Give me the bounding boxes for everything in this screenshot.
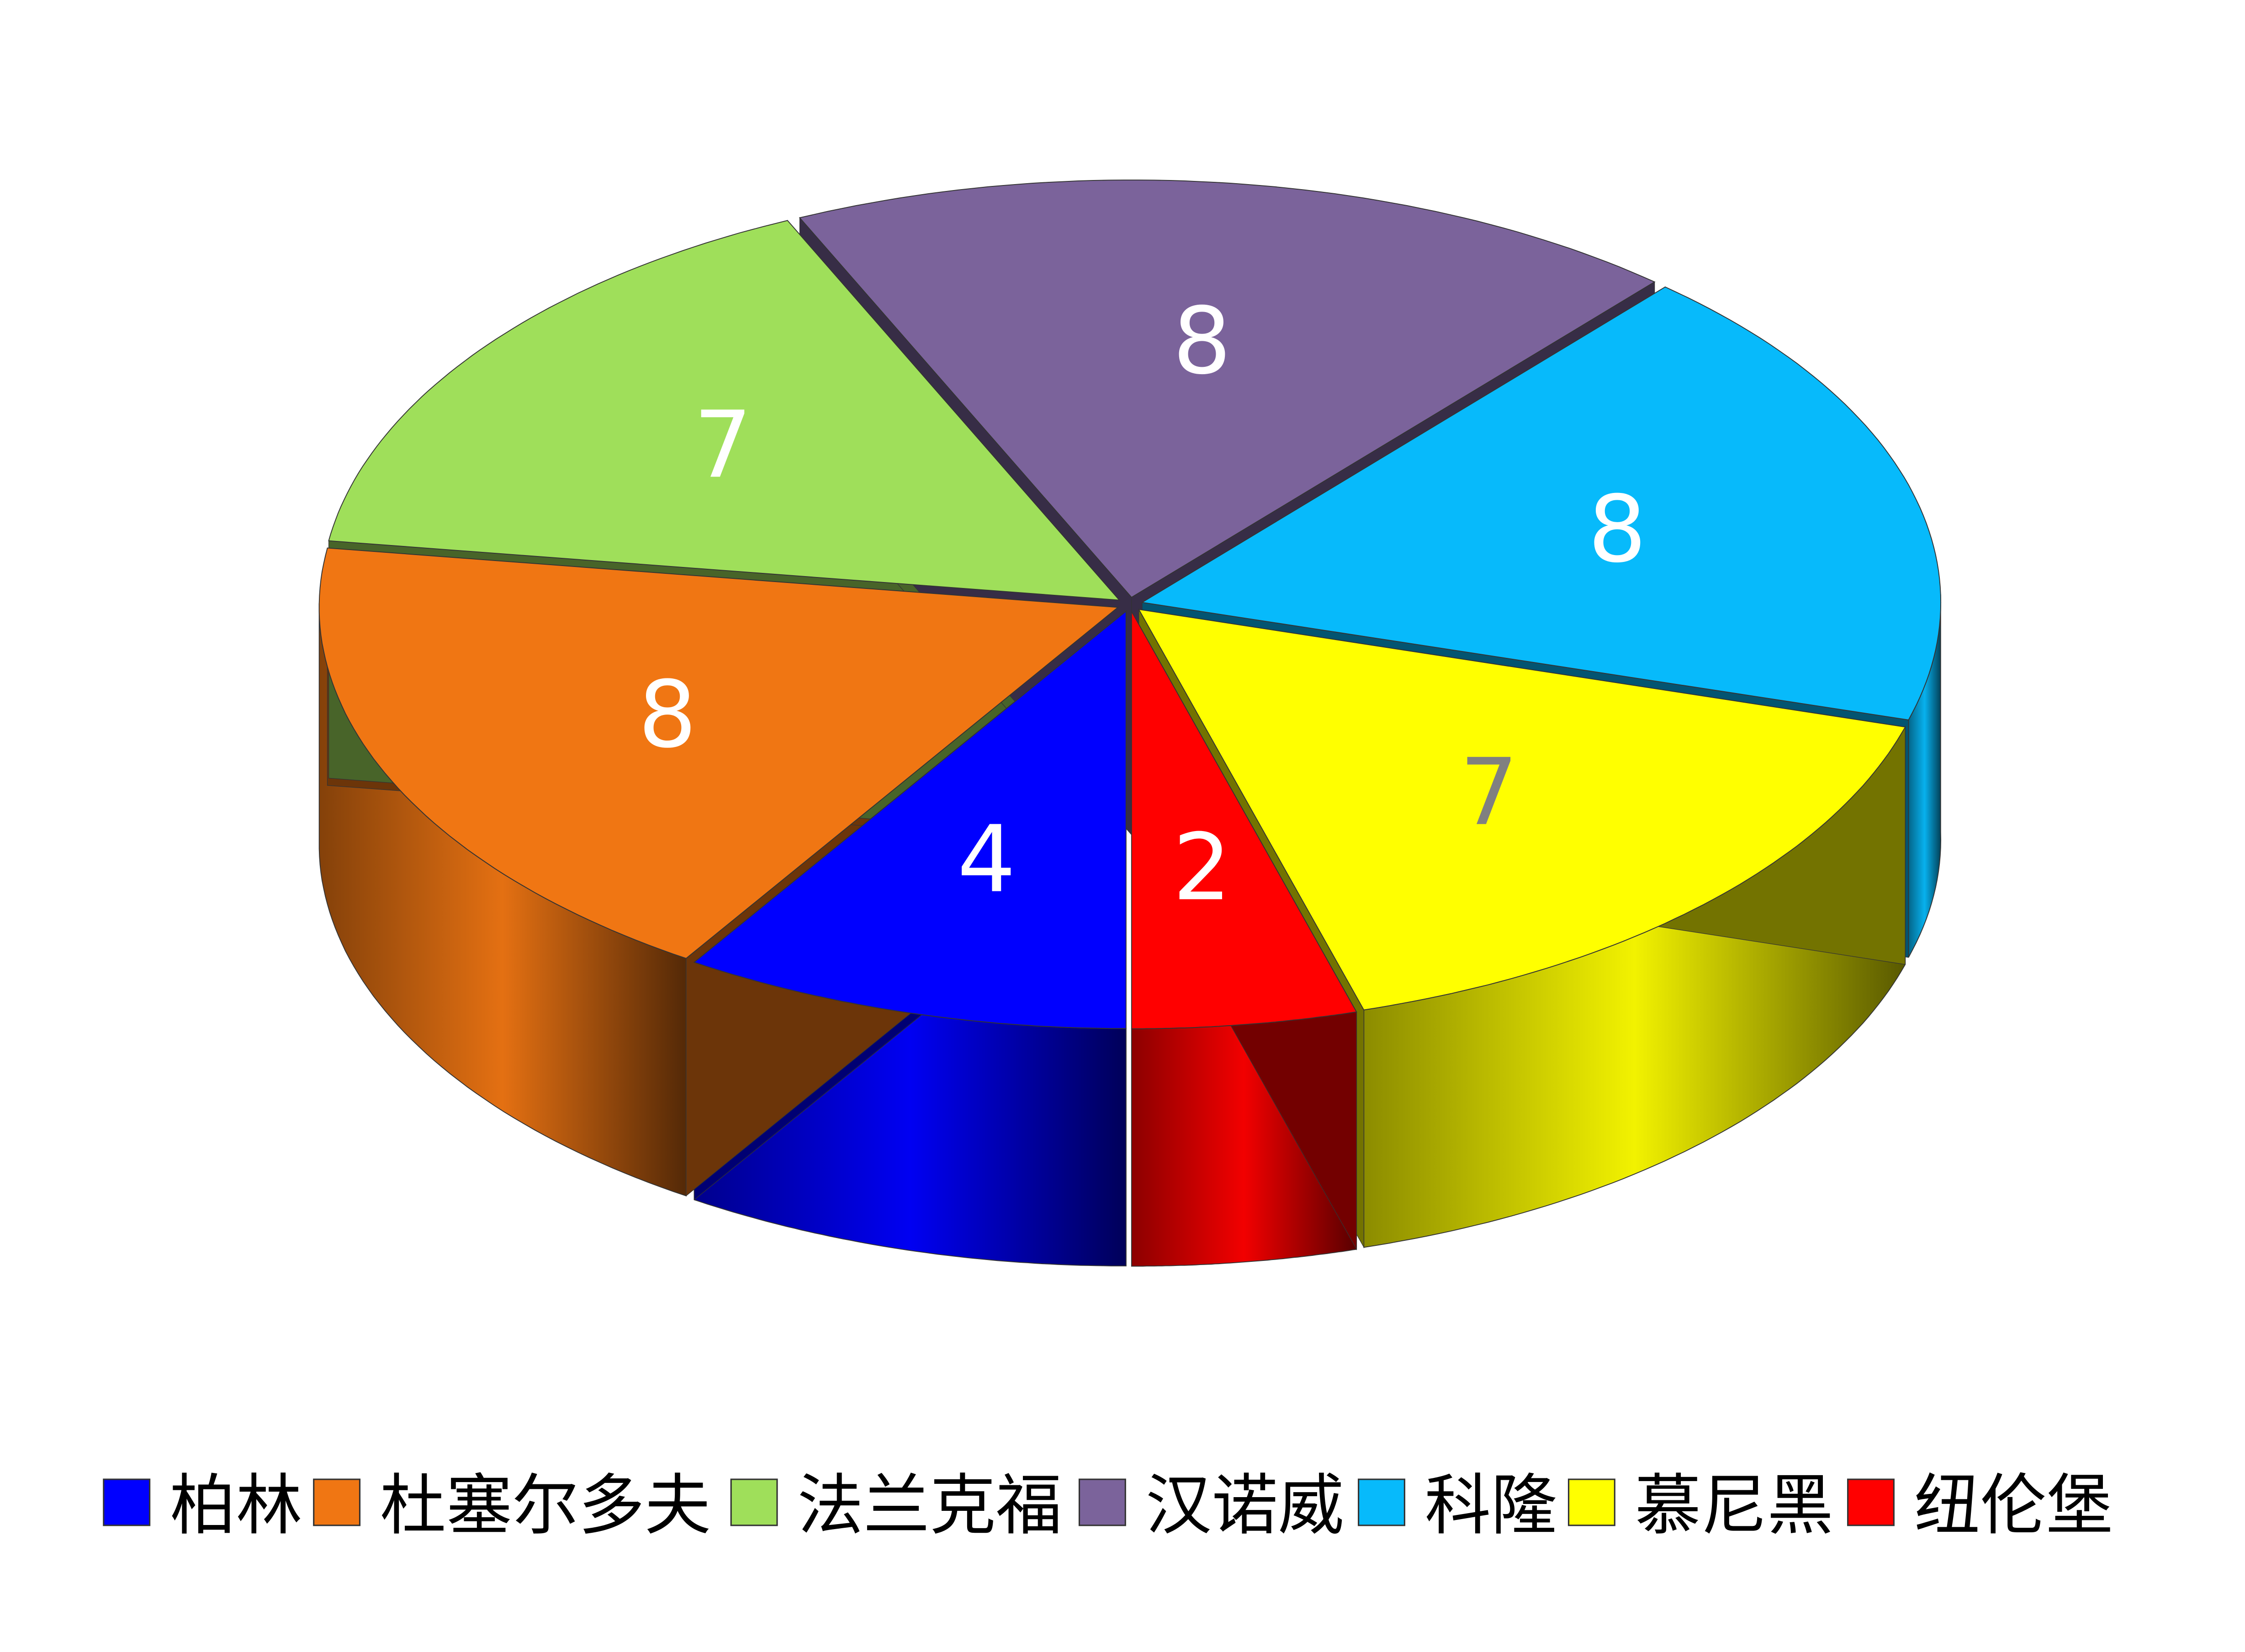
legend-swatch <box>103 1478 151 1526</box>
legend-label: 慕尼黑 <box>1635 1467 1833 1544</box>
legend-label: 科隆 <box>1425 1467 1557 1544</box>
data-label: 8 <box>638 661 697 768</box>
legend-swatch <box>313 1478 361 1526</box>
legend-label: 杜塞尔多夫 <box>380 1467 711 1544</box>
data-label: 4 <box>957 806 1016 913</box>
legend: 柏林 杜塞尔多夫 法兰克福 汉诺威 科隆 慕尼黑 纽伦堡 <box>103 1467 2113 1544</box>
legend-label: 法兰克福 <box>797 1467 1062 1544</box>
slice-2 <box>318 547 1119 959</box>
slice-5 <box>1141 286 1942 720</box>
legend-swatch <box>1847 1478 1895 1526</box>
legend-swatch <box>730 1478 778 1526</box>
data-label: 2 <box>1173 814 1231 921</box>
data-label: 8 <box>1588 476 1647 583</box>
legend-label: 纽伦堡 <box>1914 1467 2113 1544</box>
data-labels: 4 8 7 8 8 7 2 <box>638 287 1647 921</box>
pie-tops <box>318 180 1942 1029</box>
slice-4 <box>799 180 1656 598</box>
data-label: 7 <box>1460 739 1518 846</box>
slice-6 <box>1138 609 1906 1011</box>
data-label: 8 <box>1173 287 1231 395</box>
legend-label: 柏林 <box>170 1467 302 1544</box>
slice-3 <box>328 220 1121 601</box>
slice-1 <box>693 610 1127 1029</box>
legend-swatch <box>1567 1478 1615 1526</box>
data-label: 7 <box>694 391 752 498</box>
legend-swatch <box>1078 1478 1126 1526</box>
slice-7 <box>1131 609 1357 1029</box>
legend-label: 汉诺威 <box>1145 1467 1344 1544</box>
legend-swatch <box>1358 1478 1405 1526</box>
